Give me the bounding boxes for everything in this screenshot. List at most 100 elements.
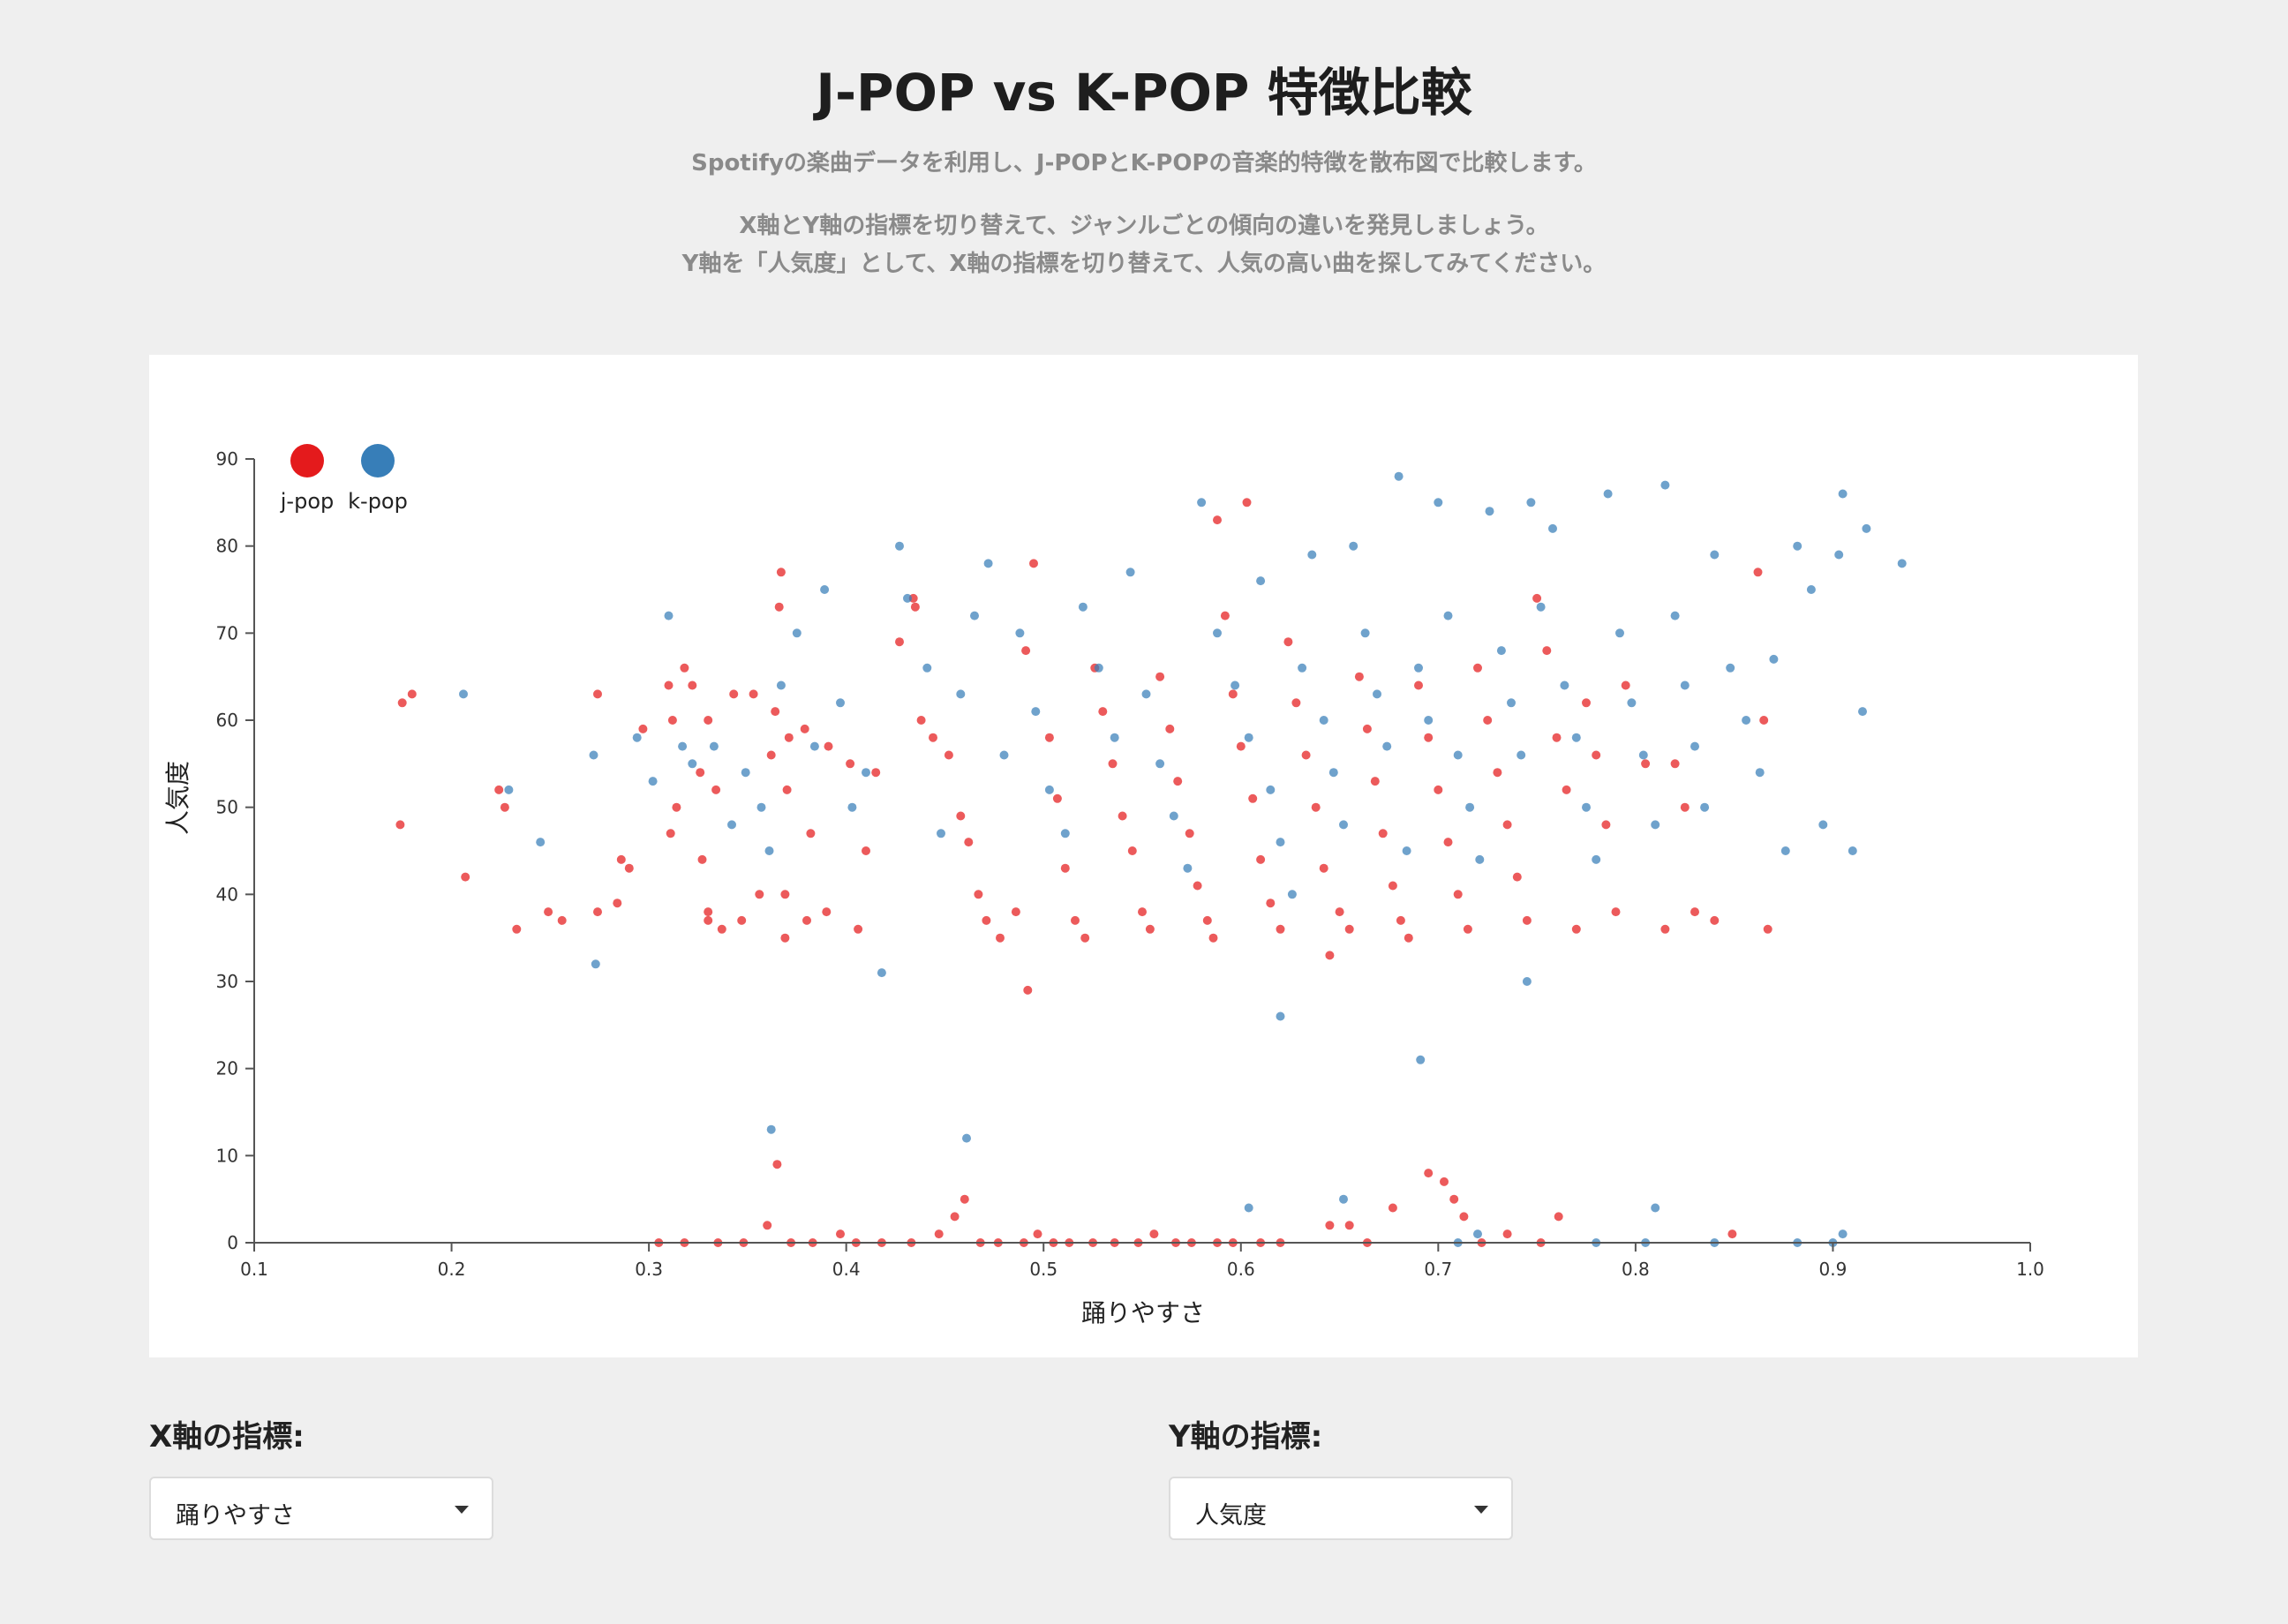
data-point-j-pop[interactable] xyxy=(1362,724,1372,733)
data-point-j-pop[interactable] xyxy=(822,907,832,917)
data-point-j-pop[interactable] xyxy=(704,716,713,725)
data-point-k-pop[interactable] xyxy=(1060,829,1070,838)
data-point-j-pop[interactable] xyxy=(1127,846,1137,855)
data-point-j-pop[interactable] xyxy=(1763,924,1772,934)
data-point-j-pop[interactable] xyxy=(672,802,681,812)
data-point-k-pop[interactable] xyxy=(1560,680,1569,690)
data-point-k-pop[interactable] xyxy=(1382,741,1392,751)
data-point-k-pop[interactable] xyxy=(1838,489,1848,499)
data-point-k-pop[interactable] xyxy=(1197,498,1207,508)
data-point-k-pop[interactable] xyxy=(1424,716,1434,725)
data-point-k-pop[interactable] xyxy=(1078,602,1088,612)
data-point-j-pop[interactable] xyxy=(704,915,713,925)
data-point-k-pop[interactable] xyxy=(1627,698,1637,708)
data-point-j-pop[interactable] xyxy=(871,768,881,778)
data-point-j-pop[interactable] xyxy=(1193,881,1202,891)
data-point-k-pop[interactable] xyxy=(1360,628,1370,638)
data-point-j-pop[interactable] xyxy=(729,689,739,699)
data-point-k-pop[interactable] xyxy=(1298,663,1307,673)
data-point-k-pop[interactable] xyxy=(1603,489,1613,499)
data-point-j-pop[interactable] xyxy=(862,846,870,855)
data-point-j-pop[interactable] xyxy=(854,924,863,934)
data-point-j-pop[interactable] xyxy=(1354,672,1364,681)
data-point-j-pop[interactable] xyxy=(763,1221,772,1230)
data-point-j-pop[interactable] xyxy=(461,872,470,882)
data-point-j-pop[interactable] xyxy=(1080,933,1090,943)
data-point-j-pop[interactable] xyxy=(1388,881,1397,891)
data-point-j-pop[interactable] xyxy=(1149,1229,1159,1239)
data-point-k-pop[interactable] xyxy=(709,741,719,751)
data-point-k-pop[interactable] xyxy=(536,838,546,847)
data-point-k-pop[interactable] xyxy=(1266,785,1276,794)
data-point-k-pop[interactable] xyxy=(1582,802,1591,812)
data-point-k-pop[interactable] xyxy=(1256,576,1266,586)
data-point-k-pop[interactable] xyxy=(1015,628,1025,638)
data-point-j-pop[interactable] xyxy=(802,915,811,925)
data-point-k-pop[interactable] xyxy=(1710,550,1720,560)
data-point-k-pop[interactable] xyxy=(1592,854,1601,864)
data-point-j-pop[interactable] xyxy=(1165,724,1175,733)
data-point-k-pop[interactable] xyxy=(1496,646,1506,656)
data-point-k-pop[interactable] xyxy=(678,741,688,751)
data-point-j-pop[interactable] xyxy=(1552,733,1562,742)
data-point-j-pop[interactable] xyxy=(1213,515,1222,525)
data-point-j-pop[interactable] xyxy=(1710,915,1720,925)
data-point-j-pop[interactable] xyxy=(1542,646,1552,656)
data-point-k-pop[interactable] xyxy=(1571,733,1581,742)
data-point-j-pop[interactable] xyxy=(1248,793,1258,803)
data-point-k-pop[interactable] xyxy=(1834,550,1844,560)
data-point-j-pop[interactable] xyxy=(1344,1221,1354,1230)
data-point-j-pop[interactable] xyxy=(1325,951,1335,960)
data-point-j-pop[interactable] xyxy=(950,1212,960,1222)
data-point-j-pop[interactable] xyxy=(1592,750,1601,760)
data-point-k-pop[interactable] xyxy=(820,585,830,594)
data-point-j-pop[interactable] xyxy=(1680,802,1690,812)
data-point-j-pop[interactable] xyxy=(1242,498,1252,508)
data-point-j-pop[interactable] xyxy=(667,716,677,725)
data-point-j-pop[interactable] xyxy=(776,568,786,577)
data-point-j-pop[interactable] xyxy=(1554,1212,1563,1222)
data-point-k-pop[interactable] xyxy=(589,750,598,760)
data-point-k-pop[interactable] xyxy=(459,689,468,699)
data-point-j-pop[interactable] xyxy=(780,890,790,899)
data-point-j-pop[interactable] xyxy=(934,1229,944,1239)
data-point-k-pop[interactable] xyxy=(1307,550,1317,560)
data-point-j-pop[interactable] xyxy=(1052,793,1062,803)
data-point-k-pop[interactable] xyxy=(962,1133,971,1143)
data-point-k-pop[interactable] xyxy=(1536,602,1546,612)
data-point-j-pop[interactable] xyxy=(749,689,758,699)
data-point-j-pop[interactable] xyxy=(1344,924,1354,934)
x-axis-select[interactable]: 踊りやすさ xyxy=(149,1477,493,1540)
data-point-j-pop[interactable] xyxy=(593,907,602,917)
data-point-j-pop[interactable] xyxy=(1502,1229,1512,1239)
data-point-k-pop[interactable] xyxy=(1548,523,1557,533)
data-point-k-pop[interactable] xyxy=(766,1124,776,1134)
data-point-j-pop[interactable] xyxy=(1301,750,1311,760)
data-point-k-pop[interactable] xyxy=(1276,838,1285,847)
data-point-k-pop[interactable] xyxy=(1742,716,1751,725)
data-point-j-pop[interactable] xyxy=(771,707,780,717)
data-point-k-pop[interactable] xyxy=(1276,1011,1285,1021)
data-point-k-pop[interactable] xyxy=(1806,585,1816,594)
data-point-k-pop[interactable] xyxy=(1726,663,1735,673)
data-point-j-pop[interactable] xyxy=(836,1229,845,1239)
data-point-j-pop[interactable] xyxy=(1276,924,1285,934)
data-point-j-pop[interactable] xyxy=(956,811,966,821)
data-point-j-pop[interactable] xyxy=(1483,716,1493,725)
data-point-k-pop[interactable] xyxy=(1680,680,1690,690)
data-point-j-pop[interactable] xyxy=(766,750,776,760)
data-point-j-pop[interactable] xyxy=(1021,646,1031,656)
data-point-j-pop[interactable] xyxy=(1173,777,1183,786)
data-point-k-pop[interactable] xyxy=(1769,654,1779,664)
data-point-j-pop[interactable] xyxy=(1493,768,1502,778)
data-point-j-pop[interactable] xyxy=(1108,759,1118,769)
data-point-k-pop[interactable] xyxy=(1862,523,1871,533)
data-point-k-pop[interactable] xyxy=(1838,1229,1848,1239)
data-point-k-pop[interactable] xyxy=(903,593,912,603)
data-point-k-pop[interactable] xyxy=(1031,707,1041,717)
data-point-j-pop[interactable] xyxy=(1621,680,1630,690)
data-point-j-pop[interactable] xyxy=(1370,777,1380,786)
data-point-j-pop[interactable] xyxy=(1335,907,1344,917)
data-point-k-pop[interactable] xyxy=(1141,689,1151,699)
data-point-j-pop[interactable] xyxy=(929,733,937,742)
